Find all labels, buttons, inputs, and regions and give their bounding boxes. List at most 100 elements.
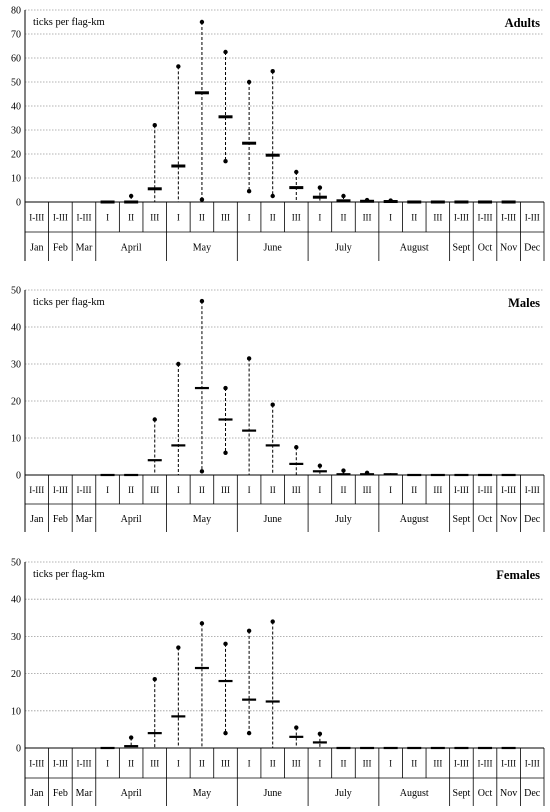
period-label: III [221,213,230,223]
max-marker [341,193,346,199]
period-label: III [150,485,159,495]
y-axis-label: ticks per flag-km [33,569,105,580]
month-label: July [335,514,352,525]
period-label: I [177,759,180,769]
max-marker [317,731,323,737]
y-tick-label: 30 [11,360,21,371]
chart-title: Males [508,296,540,310]
period-label: I-III [501,213,516,223]
data-point-apr3 [147,417,162,475]
data-point-apr2 [124,193,139,204]
y-tick-label: 50 [11,558,21,569]
data-point-jun1 [242,628,257,736]
month-label: Nov [500,243,517,254]
max-marker [199,298,205,304]
period-label: I [248,213,251,223]
period-label: III [363,485,372,495]
y-tick-label: 20 [11,397,21,408]
data-point-jul1 [312,463,327,475]
data-point-jul2 [336,468,351,476]
data-point-may2 [194,298,209,474]
data-point-jul3 [360,197,375,203]
data-point-jul1 [312,185,327,202]
max-marker [176,361,181,367]
period-label: I-III [478,485,493,495]
max-marker [270,402,275,407]
max-marker [176,64,181,69]
data-point-apr3 [147,123,162,202]
max-marker [246,356,252,361]
max-marker [270,619,275,624]
data-point-may3 [218,641,233,736]
period-label: II [270,213,276,223]
y-axis-label: ticks per flag-km [33,17,105,28]
period-label: III [150,759,159,769]
max-marker [223,385,228,391]
y-tick-label: 0 [16,198,21,209]
max-marker [152,417,157,422]
max-marker [294,725,299,730]
month-label: May [193,514,211,525]
max-marker [152,123,157,128]
period-label: III [363,213,372,223]
period-label: III [292,213,301,223]
period-label: II [340,759,346,769]
y-tick-label: 40 [11,323,21,334]
max-marker [128,735,134,740]
month-label: Mar [76,788,93,799]
y-tick-label: 0 [16,471,21,482]
month-label: June [264,788,283,799]
period-label: I-III [525,759,540,769]
min-marker [270,193,275,199]
data-point-aug1 [383,198,398,204]
period-label: I-III [454,213,469,223]
y-axis-label: ticks per flag-km [33,297,105,308]
y-tick-label: 20 [11,150,21,161]
min-marker [199,197,205,202]
period-label: I [248,485,251,495]
period-label: I-III [501,485,516,495]
period-label: I [106,213,109,223]
month-label: Oct [478,788,493,799]
data-point-jun1 [242,79,257,194]
month-label: Mar [76,514,93,525]
data-point-jul3 [360,470,375,476]
period-label: III [433,213,442,223]
month-label: Oct [478,514,493,525]
period-label: I-III [525,485,540,495]
month-label: Sept [453,514,471,525]
min-marker [199,469,205,474]
period-label: III [292,485,301,495]
period-label: II [340,485,346,495]
max-marker [199,19,205,25]
y-tick-label: 40 [11,102,21,113]
y-tick-label: 30 [11,632,21,643]
period-label: I-III [53,213,68,223]
period-label: I-III [53,759,68,769]
month-label: August [400,514,429,525]
min-marker [223,730,228,736]
max-marker [223,49,228,55]
period-label: I [177,485,180,495]
max-marker [152,676,157,682]
chart-title: Adults [505,16,541,30]
period-label: I [248,759,251,769]
data-point-jun3 [289,445,304,475]
month-label: May [193,788,211,799]
y-tick-label: 0 [16,744,21,755]
period-label: III [292,759,301,769]
data-point-jun2 [265,402,280,475]
period-label: II [270,485,276,495]
period-label: II [128,485,134,495]
max-marker [270,69,275,74]
data-point-aug1 [383,473,398,476]
y-tick-label: 70 [11,30,21,41]
data-point-may1 [171,645,186,747]
y-tick-label: 80 [11,6,21,17]
month-label: June [264,243,283,254]
data-point-jun3 [289,725,304,748]
month-label: Jan [30,788,43,799]
period-label: I [389,213,392,223]
